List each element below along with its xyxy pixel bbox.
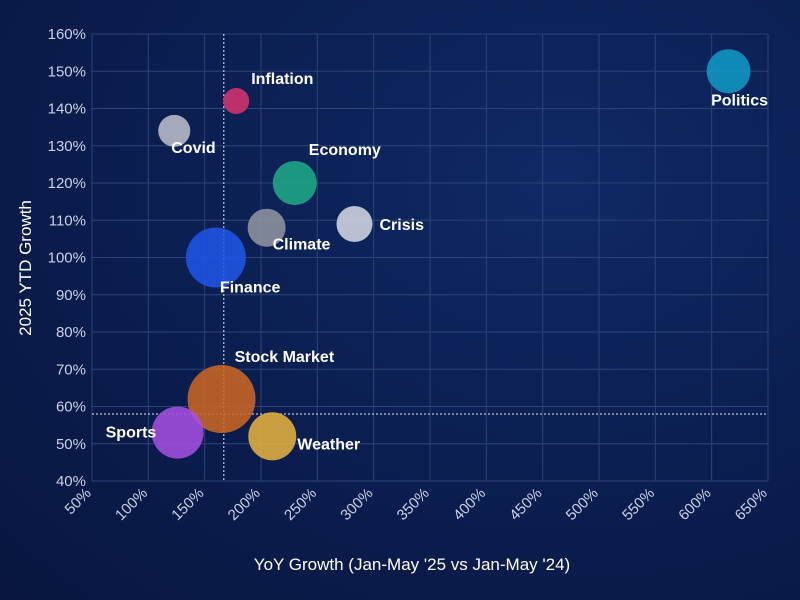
grid-layer — [91, 33, 769, 482]
x-tick-label: 550% — [619, 485, 658, 524]
y-tick-label: 150% — [48, 63, 86, 80]
x-tick-label: 600% — [675, 485, 714, 524]
y-tick-label: 130% — [48, 138, 86, 155]
y-tick-label: 90% — [56, 287, 86, 304]
y-tick-label: 100% — [48, 250, 86, 267]
label-covid: Covid — [171, 140, 215, 157]
x-axis-title: YoY Growth (Jan-May '25 vs Jan-May '24) — [254, 555, 570, 574]
x-tick-label: 450% — [506, 485, 545, 524]
x-tick-label: 100% — [112, 485, 151, 524]
x-tick-label: 150% — [168, 485, 207, 524]
label-crisis: Crisis — [380, 217, 425, 234]
y-tick-label: 140% — [48, 101, 86, 118]
bubble-climate — [247, 208, 286, 247]
bubble-weather — [248, 412, 297, 461]
bubble-sports — [151, 406, 204, 459]
y-tick-label: 120% — [48, 175, 86, 192]
bubble-covid — [158, 114, 191, 147]
y-axis-title: 2025 YTD Growth — [16, 200, 35, 336]
bubble-politics — [706, 49, 751, 94]
label-weather: Weather — [297, 436, 360, 453]
bubble-labels: Politics Inflation Covid Economy Crisis Clima… — [106, 71, 768, 453]
x-tick-label: 650% — [732, 485, 771, 524]
x-tick-label: 250% — [281, 485, 320, 524]
y-tick-label: 40% — [56, 473, 86, 490]
y-tick-label: 60% — [56, 399, 86, 416]
x-tick-label: 350% — [394, 485, 433, 524]
label-economy: Economy — [309, 142, 381, 159]
x-tick-labels: 50% 100% 150% 200% 250% 300% 350% 400% 450% 500% 5… — [62, 485, 771, 524]
y-tick-label: 80% — [56, 324, 86, 341]
y-tick-label: 110% — [49, 212, 86, 229]
label-inflation: Inflation — [251, 71, 313, 88]
x-tick-label: 500% — [563, 485, 602, 524]
label-politics: Politics — [711, 92, 768, 109]
x-tick-label: 200% — [225, 485, 264, 524]
bubble-economy — [272, 161, 317, 205]
y-tick-label: 50% — [56, 436, 86, 453]
y-tick-label: 70% — [56, 361, 86, 378]
label-stock-market: Stock Market — [235, 349, 335, 366]
bubble-crisis — [336, 205, 373, 242]
x-tick-label: 300% — [337, 485, 376, 524]
bubbles — [151, 49, 751, 461]
bubble-stock-market — [187, 365, 256, 434]
bubble-finance — [185, 227, 246, 288]
label-climate: Climate — [273, 237, 331, 254]
bubble-inflation — [223, 88, 250, 115]
x-tick-label: 400% — [450, 485, 489, 524]
y-tick-labels: 40% 50% 60% 70% 80% 90% 100% 110% 120% 130% 140% 15… — [48, 26, 86, 490]
y-tick-label: 160% — [48, 26, 86, 43]
label-finance: Finance — [220, 280, 281, 297]
label-sports: Sports — [106, 425, 157, 442]
